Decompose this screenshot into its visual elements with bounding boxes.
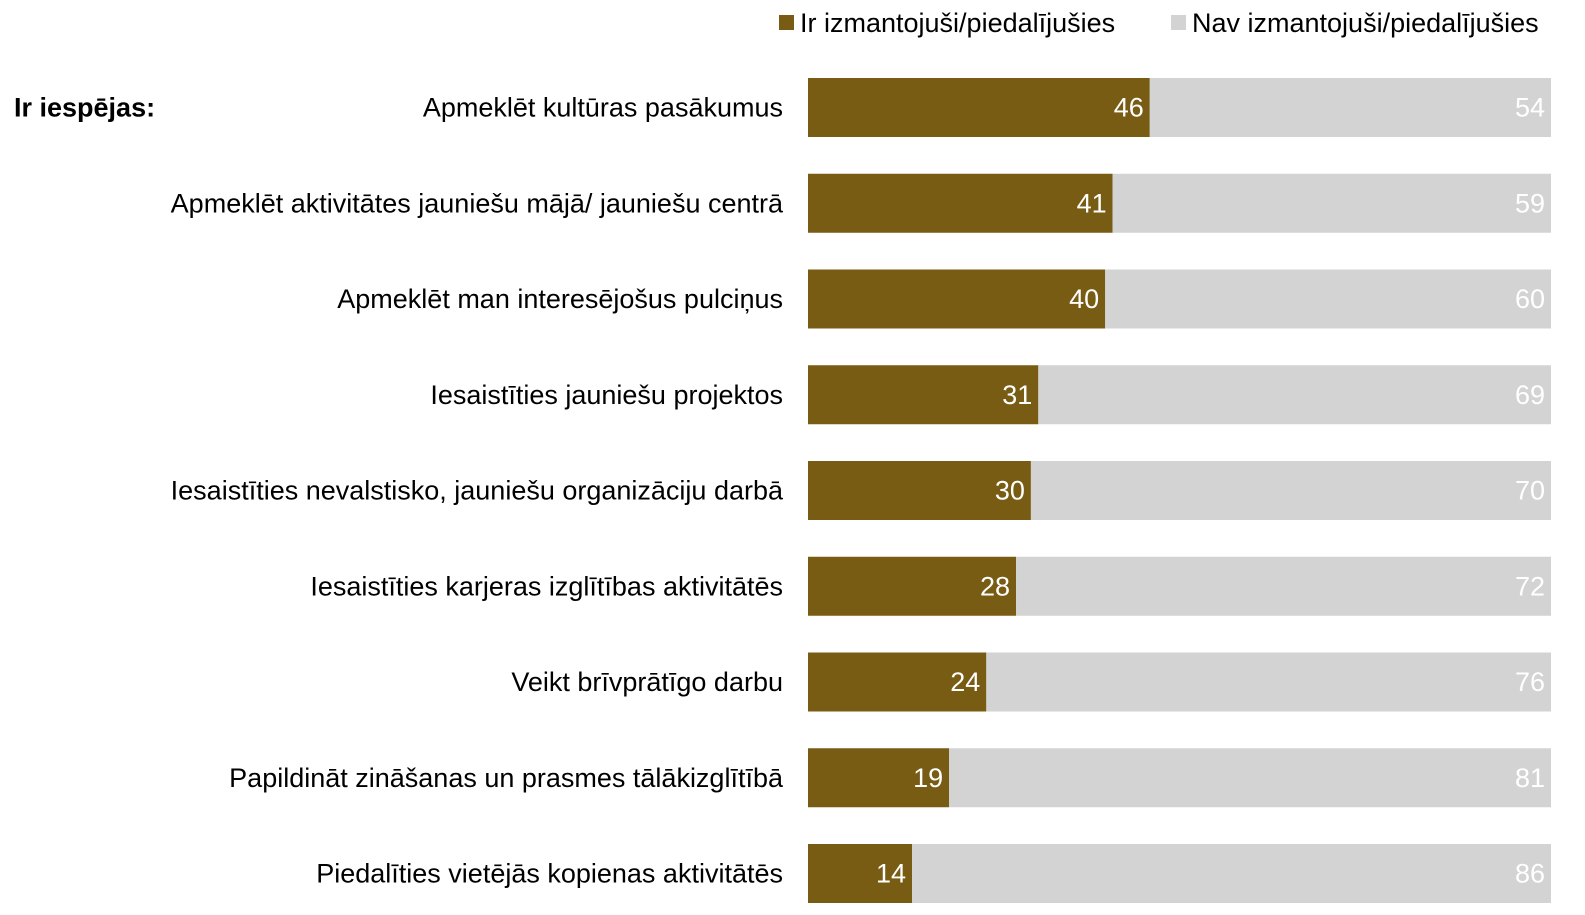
bar-segment-not-used <box>1038 365 1551 425</box>
category-label: Apmeklēt kultūras pasākumus <box>423 93 783 123</box>
bar-segment-not-used <box>1112 173 1551 233</box>
bar-segment-used <box>808 173 1113 233</box>
bar-segment-not-used <box>1016 556 1551 616</box>
legend: Ir izmantojuši/piedalījušies Nav izmantoj… <box>779 8 1539 38</box>
category-label: Iesaistīties jauniešu projektos <box>430 380 783 410</box>
category-label: Piedalīties vietējās kopienas aktivitātē… <box>316 859 783 889</box>
category-label: Veikt brīvprātīgo darbu <box>511 667 783 697</box>
legend-swatch-1 <box>779 15 794 30</box>
bar-segment-not-used <box>1149 78 1551 137</box>
data-label-used: 19 <box>913 763 943 793</box>
bar-row: Veikt brīvprātīgo darbu 24 76 <box>511 652 1551 712</box>
bar-row: Apmeklēt aktivitātes jauniešu mājā/ jaun… <box>171 173 1551 233</box>
bar-segment-used <box>808 461 1031 520</box>
bar-segment-not-used <box>949 748 1551 808</box>
data-label-used: 40 <box>1069 284 1099 314</box>
data-label-used: 46 <box>1114 93 1144 123</box>
bar-row: Piedalīties vietējās kopienas aktivitātē… <box>316 844 1551 903</box>
category-label: Apmeklēt aktivitātes jauniešu mājā/ jaun… <box>171 188 784 218</box>
category-label: Iesaistīties nevalstisko, jauniešu organ… <box>171 476 784 506</box>
data-label-not-used: 72 <box>1515 571 1545 601</box>
data-label-not-used: 59 <box>1515 188 1545 218</box>
group-label: Ir iespējas: <box>14 93 155 123</box>
bar-segment-not-used <box>986 652 1551 712</box>
bar-segment-used <box>808 844 913 903</box>
bar-segment-not-used <box>1030 461 1551 520</box>
data-label-not-used: 81 <box>1515 763 1545 793</box>
data-label-not-used: 86 <box>1515 859 1545 889</box>
legend-label-1: Ir izmantojuši/piedalījušies <box>800 8 1115 38</box>
data-label-not-used: 69 <box>1515 380 1545 410</box>
bar-row: Apmeklēt kultūras pasākumus 46 54 <box>423 78 1551 137</box>
legend-label-2: Nav izmantojuši/piedalījušies <box>1192 8 1539 38</box>
data-label-used: 14 <box>876 859 906 889</box>
bar-segment-used <box>808 652 987 712</box>
data-label-used: 41 <box>1077 188 1107 218</box>
bar-segment-used <box>808 748 950 808</box>
data-label-not-used: 70 <box>1515 476 1545 506</box>
bar-row: Iesaistīties nevalstisko, jauniešu organ… <box>171 461 1551 520</box>
category-label: Papildināt zināšanas un prasmes tālākizg… <box>229 763 784 793</box>
category-label: Iesaistīties karjeras izglītības aktivit… <box>310 571 783 601</box>
data-label-used: 31 <box>1002 380 1032 410</box>
bar-row: Apmeklēt man interesējošus pulciņus 40 60 <box>337 269 1551 329</box>
bar-row: Iesaistīties jauniešu projektos 31 69 <box>430 365 1551 425</box>
data-label-not-used: 76 <box>1515 667 1545 697</box>
legend-swatch-2 <box>1171 15 1186 30</box>
bar-segment-not-used <box>912 844 1551 903</box>
data-label-used: 30 <box>995 476 1025 506</box>
bar-segment-used <box>808 365 1039 425</box>
bar-row: Iesaistīties karjeras izglītības aktivit… <box>310 556 1551 616</box>
bar-segment-used <box>808 78 1150 137</box>
data-label-used: 28 <box>980 571 1010 601</box>
bar-segment-used <box>808 269 1106 329</box>
data-label-used: 24 <box>950 667 980 697</box>
data-label-not-used: 54 <box>1515 93 1545 123</box>
bar-segment-used <box>808 556 1017 616</box>
bar-row: Papildināt zināšanas un prasmes tālākizg… <box>229 748 1551 808</box>
category-label: Apmeklēt man interesējošus pulciņus <box>337 284 783 314</box>
bar-segment-not-used <box>1105 269 1551 329</box>
data-label-not-used: 60 <box>1515 284 1545 314</box>
